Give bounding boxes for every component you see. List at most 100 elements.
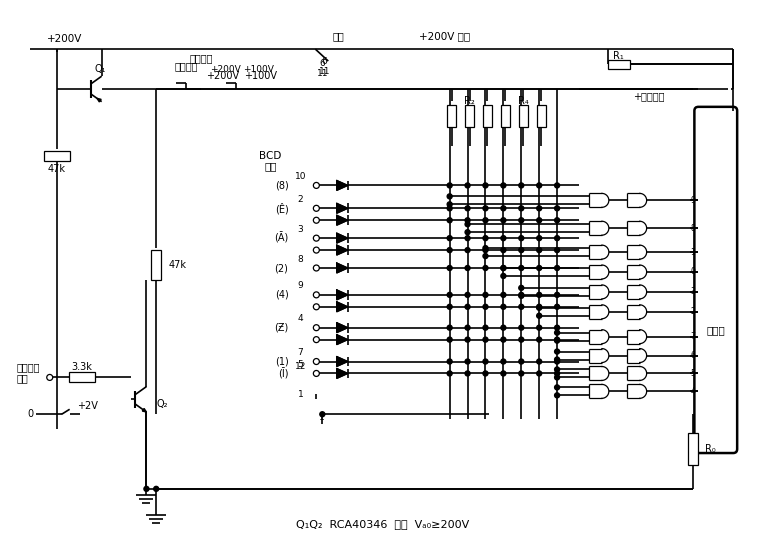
Circle shape	[501, 273, 506, 279]
Circle shape	[518, 265, 524, 271]
Circle shape	[465, 265, 470, 271]
Circle shape	[483, 236, 488, 241]
Text: 11: 11	[317, 69, 328, 77]
Text: 1: 1	[298, 390, 303, 399]
Bar	[68, 373, 94, 382]
Text: 4: 4	[298, 314, 303, 323]
Text: 47k: 47k	[48, 164, 66, 173]
Circle shape	[483, 253, 488, 258]
Polygon shape	[337, 263, 347, 273]
Text: +200V 端子: +200V 端子	[419, 31, 470, 41]
Circle shape	[447, 183, 452, 188]
Circle shape	[555, 337, 560, 342]
Text: (Ê): (Ê)	[275, 202, 288, 214]
Circle shape	[465, 292, 470, 297]
Text: 6: 6	[319, 59, 325, 68]
Bar	[518, 105, 528, 127]
Bar	[483, 105, 492, 127]
Circle shape	[555, 359, 560, 364]
Circle shape	[518, 248, 524, 252]
Circle shape	[465, 236, 470, 241]
Bar	[44, 150, 70, 161]
Polygon shape	[337, 357, 347, 366]
Text: 10: 10	[295, 172, 306, 181]
Text: R₁: R₁	[614, 51, 624, 61]
Circle shape	[447, 325, 452, 330]
Text: R₂: R₂	[464, 96, 475, 106]
Text: 标准: 标准	[332, 31, 344, 41]
Circle shape	[555, 183, 560, 188]
Circle shape	[320, 412, 324, 417]
Polygon shape	[142, 409, 146, 412]
Bar	[607, 60, 630, 69]
Text: 输入: 输入	[17, 373, 28, 383]
Circle shape	[537, 292, 542, 297]
Bar	[501, 105, 510, 127]
Text: +2V: +2V	[77, 401, 98, 411]
Text: 9: 9	[298, 281, 303, 291]
Text: 6: 6	[690, 351, 696, 360]
Circle shape	[465, 248, 470, 252]
Polygon shape	[337, 204, 347, 213]
Circle shape	[537, 325, 542, 330]
Text: Q₂: Q₂	[156, 400, 168, 409]
Text: 2: 2	[298, 195, 303, 204]
Circle shape	[518, 292, 524, 297]
Circle shape	[537, 313, 542, 318]
Circle shape	[518, 293, 524, 299]
Text: (Ī): (Ī)	[278, 368, 288, 379]
Polygon shape	[337, 335, 347, 345]
Circle shape	[501, 183, 506, 188]
Circle shape	[447, 248, 452, 252]
Text: 输入: 输入	[265, 162, 277, 171]
Circle shape	[483, 265, 488, 271]
Circle shape	[555, 393, 560, 398]
Text: Q₁: Q₁	[94, 64, 106, 74]
Text: 7: 7	[298, 348, 303, 357]
Text: 8: 8	[690, 224, 696, 233]
Circle shape	[501, 325, 506, 330]
Bar	[537, 105, 545, 127]
Circle shape	[537, 236, 542, 241]
Text: 数码管: 数码管	[706, 325, 725, 335]
Circle shape	[447, 265, 452, 271]
Circle shape	[555, 292, 560, 297]
Text: 输出响应: 输出响应	[174, 61, 198, 71]
Text: Q₁Q₂  RCA40346  选择  Vₐ₀≥200V: Q₁Q₂ RCA40346 选择 Vₐ₀≥200V	[296, 519, 469, 528]
Circle shape	[518, 337, 524, 342]
Circle shape	[518, 218, 524, 223]
Text: 5: 5	[298, 360, 303, 369]
Circle shape	[555, 367, 560, 372]
Text: (4): (4)	[275, 290, 288, 300]
Text: 0: 0	[690, 267, 696, 277]
Circle shape	[447, 359, 452, 364]
Text: 9: 9	[690, 196, 696, 205]
Circle shape	[447, 194, 452, 199]
Polygon shape	[337, 302, 347, 311]
Bar	[465, 105, 474, 127]
Circle shape	[537, 359, 542, 364]
Circle shape	[518, 371, 524, 376]
Circle shape	[555, 375, 560, 380]
Circle shape	[537, 306, 542, 310]
Circle shape	[555, 248, 560, 252]
Circle shape	[537, 206, 542, 211]
Circle shape	[518, 183, 524, 188]
Text: R₄: R₄	[518, 96, 528, 106]
Circle shape	[537, 304, 542, 309]
Circle shape	[501, 359, 506, 364]
Circle shape	[501, 292, 506, 297]
Circle shape	[518, 206, 524, 211]
Text: 3.3k: 3.3k	[71, 362, 92, 373]
Circle shape	[483, 292, 488, 297]
Circle shape	[518, 304, 524, 309]
Circle shape	[483, 206, 488, 211]
Circle shape	[555, 218, 560, 223]
Bar	[689, 433, 699, 465]
Text: R₀: R₀	[706, 444, 716, 454]
Polygon shape	[337, 323, 347, 332]
Text: (1): (1)	[275, 357, 288, 367]
Circle shape	[447, 304, 452, 309]
Circle shape	[501, 265, 506, 271]
Circle shape	[447, 371, 452, 376]
